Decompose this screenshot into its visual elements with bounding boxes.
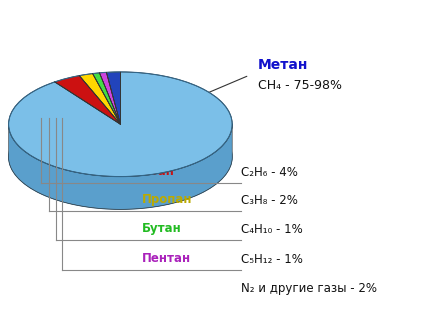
Text: C₃H₈ - 2%: C₃H₈ - 2% bbox=[241, 194, 298, 207]
Text: Этан: Этан bbox=[142, 165, 174, 178]
Polygon shape bbox=[79, 74, 120, 124]
Ellipse shape bbox=[9, 105, 232, 209]
Text: Пропан: Пропан bbox=[142, 193, 192, 206]
Text: C₅H₁₂ - 1%: C₅H₁₂ - 1% bbox=[241, 253, 303, 266]
Text: C₄H₁₀ - 1%: C₄H₁₀ - 1% bbox=[241, 223, 303, 236]
Text: Метан: Метан bbox=[258, 59, 308, 72]
Text: CH₄ - 75-98%: CH₄ - 75-98% bbox=[258, 78, 342, 92]
Polygon shape bbox=[9, 72, 232, 177]
Text: Бутан: Бутан bbox=[142, 222, 181, 235]
Polygon shape bbox=[9, 124, 232, 209]
Polygon shape bbox=[92, 73, 120, 124]
Polygon shape bbox=[55, 76, 120, 124]
Polygon shape bbox=[99, 72, 120, 124]
Polygon shape bbox=[106, 72, 120, 124]
Text: N₂ и другие газы - 2%: N₂ и другие газы - 2% bbox=[241, 282, 377, 295]
Text: C₂H₆ - 4%: C₂H₆ - 4% bbox=[241, 166, 298, 179]
Text: Пентан: Пентан bbox=[142, 252, 191, 265]
